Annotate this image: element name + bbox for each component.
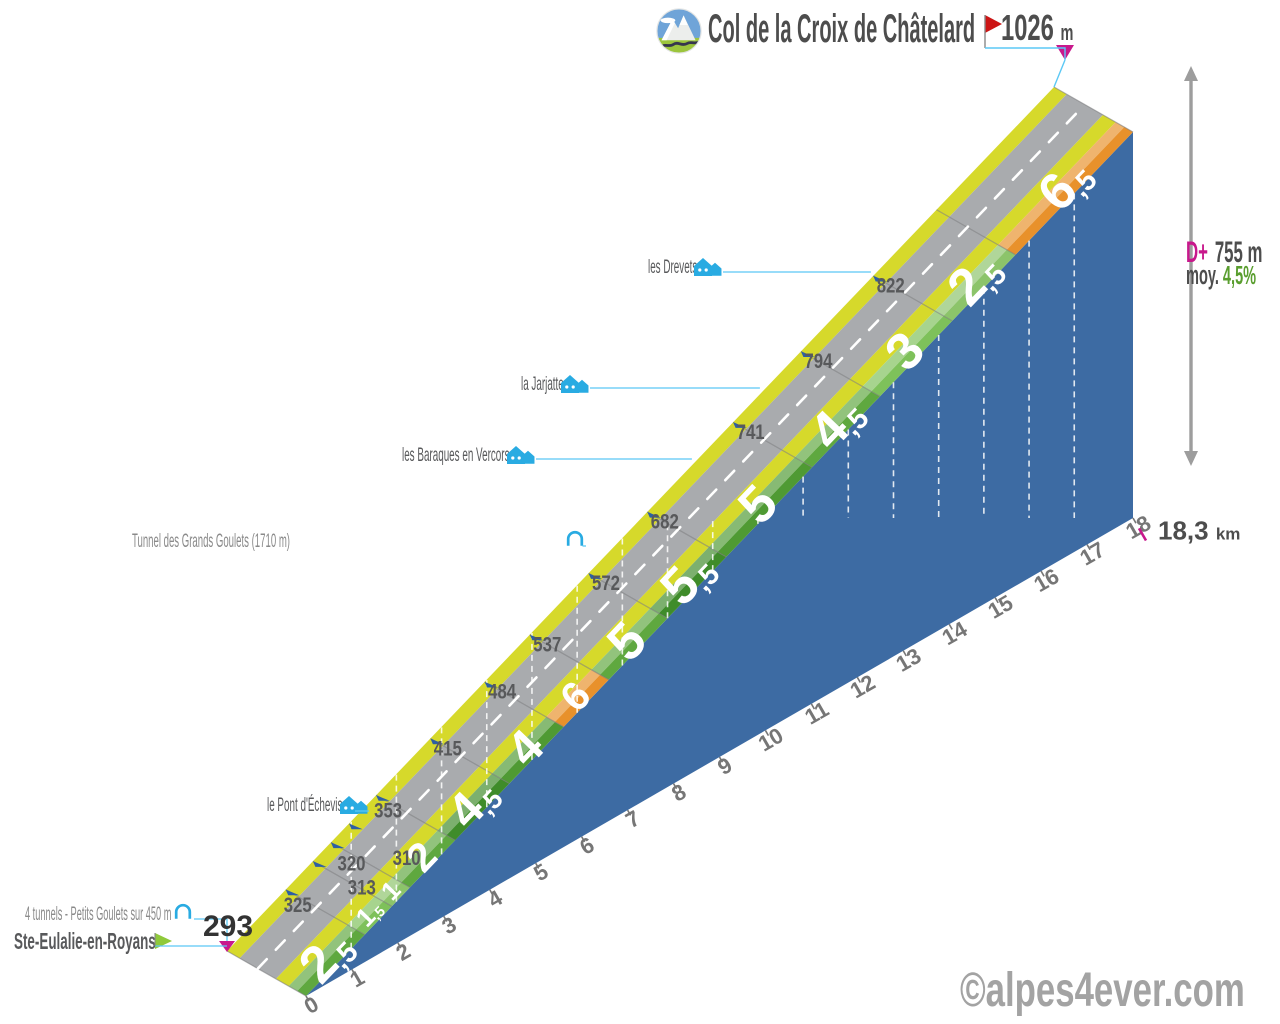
svg-text:293: 293 (203, 910, 253, 943)
svg-text:9: 9 (713, 752, 736, 780)
svg-text:6: 6 (575, 832, 598, 860)
svg-text:les Drevets: les Drevets (648, 257, 698, 278)
svg-text:572: 572 (592, 572, 620, 595)
svg-text:7: 7 (621, 805, 644, 833)
svg-text:2: 2 (392, 938, 415, 966)
svg-text:794: 794 (804, 350, 832, 373)
svg-text:8: 8 (667, 779, 690, 807)
svg-text:313: 313 (348, 877, 376, 900)
svg-text:415: 415 (434, 738, 462, 761)
svg-text:1: 1 (346, 965, 369, 993)
svg-text:741: 741 (737, 421, 765, 444)
svg-text:320: 320 (337, 853, 365, 876)
svg-text:822: 822 (877, 275, 905, 298)
svg-text:0: 0 (300, 991, 323, 1019)
svg-text:moy. 4,5%: moy. 4,5% (1186, 262, 1256, 290)
svg-text:Ste-Eulalie-en-Royans: Ste-Eulalie-en-Royans (14, 928, 156, 954)
svg-text:682: 682 (651, 511, 679, 534)
svg-text:5: 5 (529, 858, 552, 886)
svg-text:484: 484 (488, 681, 516, 704)
svg-text:18,3 km: 18,3 km (1158, 516, 1240, 546)
svg-text:353: 353 (374, 800, 402, 823)
svg-text:©alpes4ever.com: ©alpes4ever.com (960, 962, 1245, 1016)
svg-text:1026 m: 1026 m (1001, 8, 1073, 48)
svg-text:le Pont d'Échevis: le Pont d'Échevis (267, 795, 343, 816)
svg-text:537: 537 (533, 634, 561, 657)
svg-text:les Baraques en Vercors: les Baraques en Vercors (402, 445, 510, 466)
svg-text:310: 310 (393, 847, 421, 870)
svg-text:la Jarjatte: la Jarjatte (521, 374, 564, 395)
svg-text:4 tunnels - Petits Goulets sur: 4 tunnels - Petits Goulets sur 450 m (25, 903, 171, 925)
svg-text:Col de la Croix de Châtelard: Col de la Croix de Châtelard (708, 5, 975, 51)
svg-text:325: 325 (284, 894, 312, 917)
svg-text:3: 3 (438, 912, 461, 940)
svg-text:4: 4 (483, 885, 507, 913)
svg-text:Tunnel des Grands Goulets (171: Tunnel des Grands Goulets (1710 m) (132, 531, 290, 552)
